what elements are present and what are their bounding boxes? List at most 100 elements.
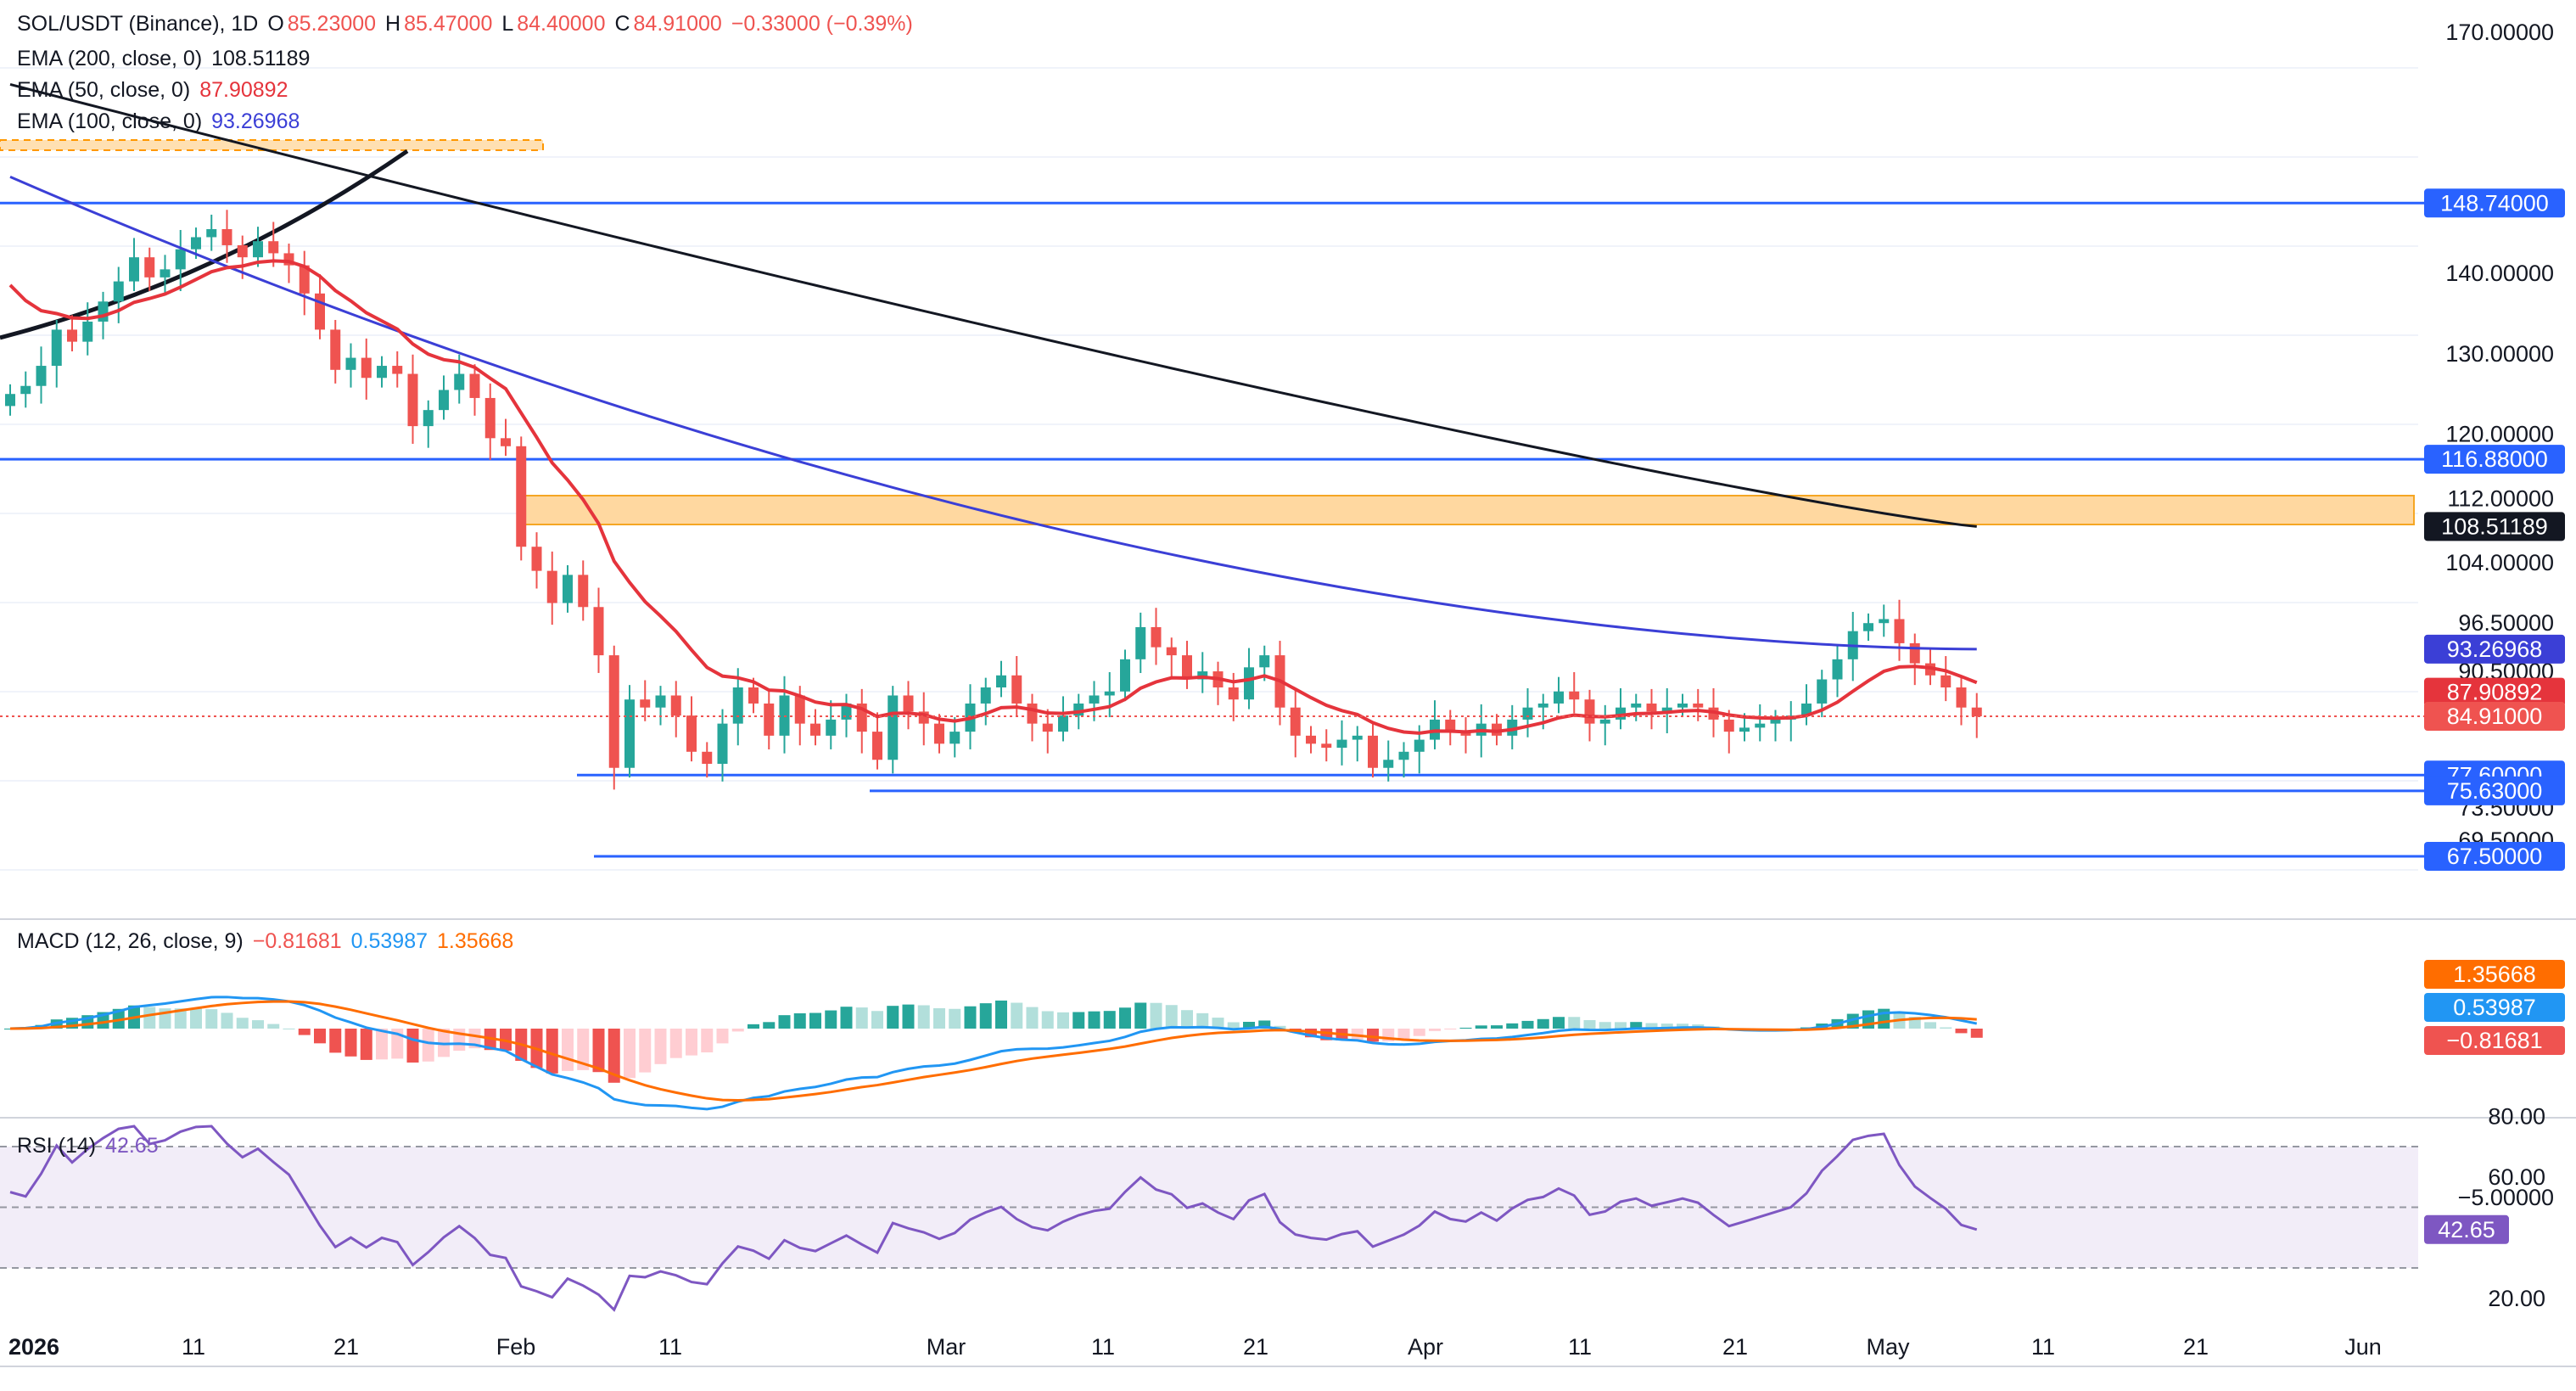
candle-body: [794, 695, 805, 724]
candle-body: [454, 373, 465, 390]
macd-bar: [887, 1006, 899, 1029]
macd-bar: [1955, 1029, 1968, 1034]
macd-bar: [360, 1029, 372, 1060]
ema100-badge-text: 93.26968: [2447, 637, 2543, 662]
axis-badges: 148.74000116.8800077.6000075.6300067.500…: [2424, 188, 2565, 1244]
macd-bar: [1072, 1012, 1085, 1029]
candle-body: [1894, 619, 1905, 643]
macd-bar: [825, 1010, 837, 1029]
macd-bar: [344, 1029, 357, 1057]
candle-body: [439, 390, 449, 411]
instrument-header: SOL/USDT (Binance), 1D O 85.23000 H 85.470…: [17, 12, 916, 36]
candle-body: [1863, 623, 1873, 631]
signal-badge-text: 1.35668: [2453, 962, 2536, 987]
candle-body: [531, 547, 542, 571]
macd-bar: [639, 1029, 652, 1073]
macd-bar: [1660, 1024, 1673, 1029]
rsi-badge: [2424, 1214, 2509, 1244]
gridlines: [0, 67, 2418, 871]
date-tick-label: Jun: [2344, 1334, 2382, 1360]
candle-body: [1368, 735, 1378, 768]
open-value: 85.23000: [287, 12, 377, 36]
candle-body: [593, 607, 604, 656]
macd-bar: [1011, 1002, 1023, 1029]
candle-body: [191, 237, 201, 250]
macd-bar: [314, 1029, 326, 1044]
macd-bar: [1553, 1017, 1565, 1029]
macd-bar: [1196, 1012, 1209, 1029]
ema50-legend[interactable]: EMA (50, close, 0) 87.90892: [17, 78, 291, 103]
ema200-legend[interactable]: EMA (200, close, 0) 108.51189: [17, 47, 313, 71]
level-badge: [2424, 188, 2565, 218]
macd-bar: [1521, 1020, 1534, 1029]
level-badge: [2424, 776, 2565, 805]
ema200-badge: [2424, 512, 2565, 541]
candle-body: [361, 357, 372, 379]
candle-body: [670, 695, 681, 716]
candle-body: [1507, 719, 1518, 736]
date-tick-label: 21: [2183, 1334, 2209, 1360]
ema200-line: [9, 83, 1977, 528]
candle-body: [1909, 642, 1920, 664]
price-tick-label: 120.00000: [2445, 422, 2554, 447]
macd-bar: [1103, 1011, 1116, 1029]
candle-body: [826, 719, 837, 736]
candle-body: [516, 446, 527, 547]
low-value: 84.40000: [517, 12, 606, 36]
candle-body: [1011, 675, 1022, 704]
macd-bar: [793, 1012, 806, 1029]
candle-body: [996, 675, 1006, 687]
candle-body: [253, 241, 263, 258]
level-badge-text: 116.88000: [2441, 446, 2548, 472]
candle-body: [392, 366, 403, 374]
ema50-line: [8, 259, 1978, 735]
candle-body: [82, 321, 93, 342]
macd-bar: [1459, 1027, 1472, 1029]
macd-bar: [376, 1029, 388, 1060]
candle-body: [113, 281, 124, 302]
ema100-legend[interactable]: EMA (100, close, 0) 93.26968: [17, 109, 303, 134]
candle-body: [748, 687, 759, 704]
candle-body: [5, 394, 15, 407]
candle-body: [546, 570, 557, 603]
rsi-legend[interactable]: RSI (14) 42.65: [17, 1134, 162, 1158]
macd-bar: [1583, 1020, 1596, 1029]
macd-bar: [1599, 1022, 1611, 1029]
high-value: 85.47000: [404, 12, 493, 36]
candle-body: [1801, 703, 1812, 716]
macd-legend[interactable]: MACD (12, 26, close, 9) −0.81681 0.53987…: [17, 929, 517, 954]
macd-bar: [686, 1029, 697, 1056]
date-tick-label: 11: [1568, 1334, 1592, 1360]
date-tick-label: 11: [658, 1334, 682, 1360]
rsi-badge-text: 42.65: [2438, 1217, 2495, 1242]
ema50-badge-text: 87.90892: [2447, 680, 2543, 705]
macd-badge-text: 0.53987: [2453, 995, 2536, 1020]
candle-body: [407, 373, 418, 427]
macd-line: [9, 996, 1978, 1111]
macd-bar: [731, 1029, 744, 1032]
candle-body: [980, 687, 991, 704]
ema50-label: EMA (50, close, 0): [17, 78, 191, 102]
candle-body: [67, 329, 77, 342]
macd-bar: [995, 1000, 1007, 1029]
macd-bar: [763, 1022, 776, 1029]
candle-body: [608, 655, 619, 768]
macd-bar: [964, 1006, 977, 1029]
hist-badge-text: −0.81681: [2446, 1028, 2542, 1053]
candle-body: [1832, 659, 1843, 680]
macd-bar: [143, 1007, 156, 1029]
macd-bar: [608, 1029, 620, 1083]
candle-body: [377, 366, 387, 379]
macd-bar: [1677, 1024, 1688, 1029]
candle-body: [1693, 703, 1704, 708]
signal-value: 1.35668: [436, 929, 514, 953]
date-tick-label: 21: [333, 1334, 359, 1360]
macd-bar: [1243, 1022, 1255, 1029]
macd-bar: [778, 1015, 791, 1029]
candle-body: [1151, 626, 1162, 648]
macd-bar: [840, 1007, 853, 1029]
candle-body: [1522, 707, 1533, 720]
macd-bar: [1057, 1012, 1069, 1029]
date-tick-label: 11: [2031, 1334, 2055, 1360]
